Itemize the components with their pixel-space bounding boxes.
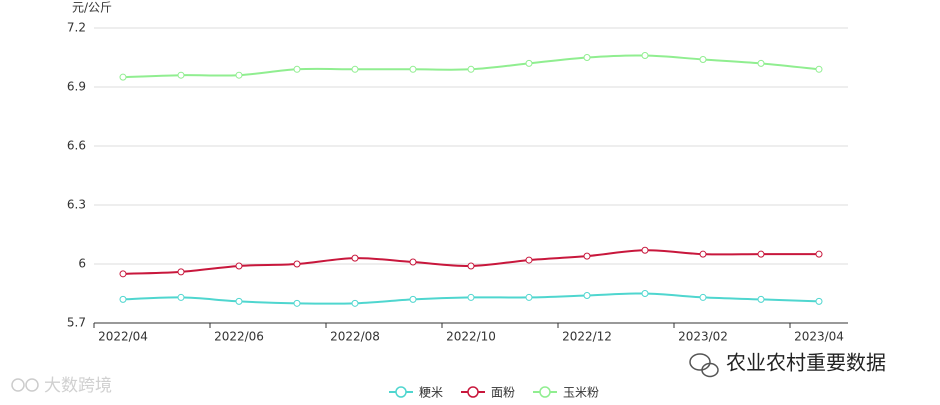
data-point xyxy=(757,59,765,67)
data-point xyxy=(177,293,185,301)
legend-marker xyxy=(539,386,551,398)
data-point xyxy=(351,254,359,262)
data-point xyxy=(641,246,649,254)
x-tick-label: 2022/06 xyxy=(214,330,264,344)
data-point xyxy=(757,250,765,258)
data-point xyxy=(235,262,243,270)
data-point xyxy=(699,293,707,301)
x-tick-label: 2023/02 xyxy=(678,330,728,344)
data-point xyxy=(119,73,127,81)
series-line xyxy=(122,249,819,275)
watermark: 农业农村重要数据 xyxy=(726,351,886,375)
y-tick-label: 6.3 xyxy=(67,198,86,212)
data-point xyxy=(525,59,533,67)
data-point xyxy=(235,297,243,305)
data-point xyxy=(467,65,475,73)
data-point xyxy=(467,262,475,270)
data-point xyxy=(815,297,823,305)
legend-label: 面粉 xyxy=(491,386,515,400)
legend-label: 玉米粉 xyxy=(563,386,599,400)
data-point xyxy=(583,54,591,61)
data-point xyxy=(177,71,185,79)
data-point xyxy=(409,295,417,303)
data-point xyxy=(235,71,243,79)
data-point xyxy=(119,295,127,303)
data-point xyxy=(641,52,649,60)
y-tick-label: 6.6 xyxy=(67,139,86,153)
data-point xyxy=(815,250,823,258)
data-point xyxy=(351,65,359,73)
data-point xyxy=(525,293,533,301)
y-tick-label: 5.7 xyxy=(67,316,86,330)
data-point xyxy=(409,258,417,266)
data-point xyxy=(757,295,765,303)
y-tick-label: 6.9 xyxy=(67,80,86,94)
x-tick-label: 2022/10 xyxy=(446,330,496,344)
data-point xyxy=(293,299,301,307)
data-point xyxy=(641,290,649,297)
data-point xyxy=(699,250,707,258)
data-point xyxy=(699,55,707,63)
data-point xyxy=(351,299,359,307)
data-point xyxy=(409,65,417,73)
watermark: 大数跨境 xyxy=(44,376,112,396)
data-point xyxy=(815,65,823,73)
data-point xyxy=(119,270,127,278)
data-point xyxy=(177,268,185,276)
logo-icon xyxy=(11,378,39,392)
x-tick-label: 2022/12 xyxy=(562,330,612,344)
data-point xyxy=(293,65,301,73)
x-tick-label: 2022/04 xyxy=(98,330,148,344)
data-point xyxy=(583,252,591,260)
legend-marker xyxy=(395,386,407,398)
x-tick-label: 2023/04 xyxy=(794,330,844,344)
data-point xyxy=(583,291,591,299)
legend-label: 粳米 xyxy=(419,386,443,400)
y-axis-label: 元/公斤 xyxy=(72,1,112,15)
wechat-icon xyxy=(689,353,719,378)
legend-marker xyxy=(467,386,479,398)
data-point xyxy=(293,260,301,268)
y-tick-label: 7.2 xyxy=(67,21,86,35)
data-point xyxy=(467,293,475,301)
x-tick-label: 2022/08 xyxy=(330,330,380,344)
data-point xyxy=(525,256,533,264)
y-tick-label: 6 xyxy=(78,257,86,271)
